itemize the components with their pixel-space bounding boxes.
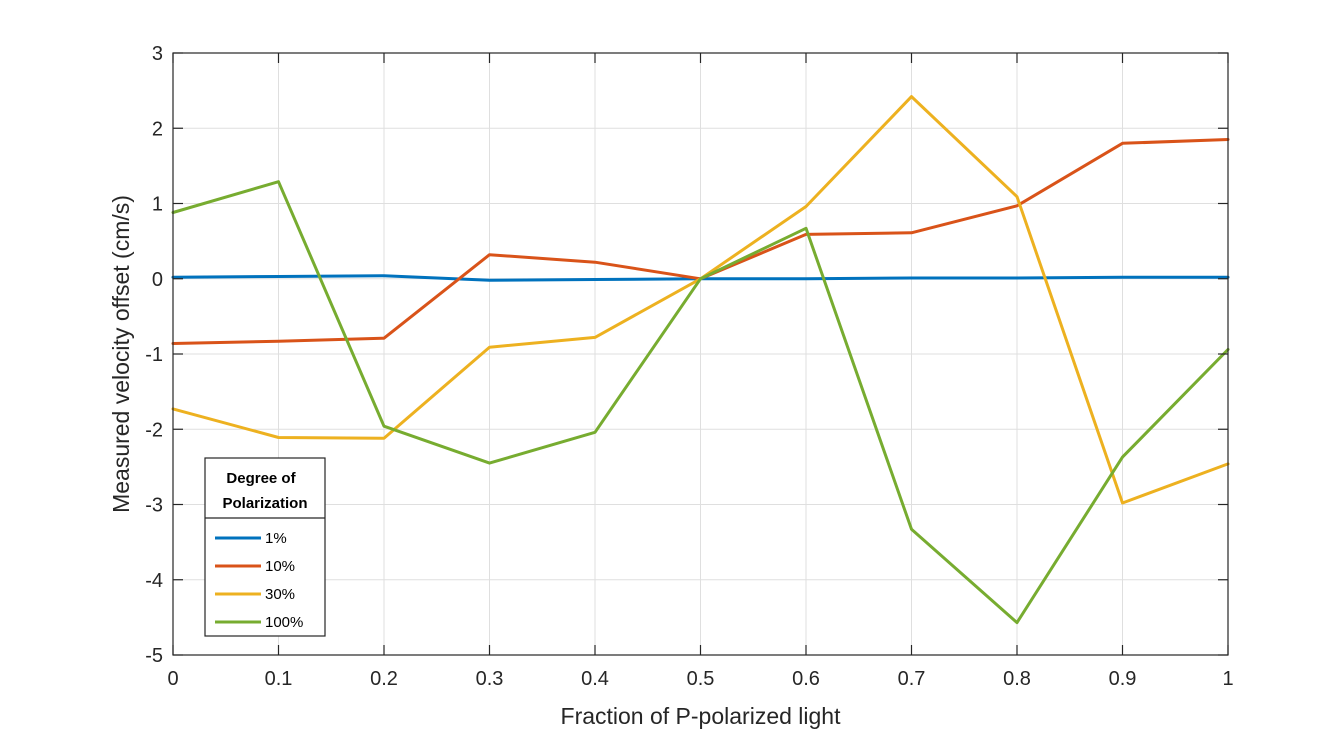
y-tick-label: 3: [152, 43, 163, 65]
y-tick-label: -2: [145, 419, 163, 441]
y-tick-label: 1: [152, 194, 163, 216]
x-tick-label: 0.7: [898, 668, 926, 690]
x-tick-label: 0.1: [265, 668, 293, 690]
legend-label-2: 30%: [265, 586, 295, 603]
legend-label-3: 100%: [265, 614, 303, 631]
legend-label-1: 10%: [265, 558, 295, 575]
legend-title-line-2: Polarization: [222, 495, 307, 512]
y-tick-label: 0: [152, 269, 163, 291]
x-tick-label: 0: [167, 668, 178, 690]
y-tick-label: -5: [145, 645, 163, 667]
axis-ticks: 0 0.1 0.2 0.3 0.4 0.5 0.6 0.7 0.8 0.9 1 -5 -4 -3 -2 -1 0…: [145, 43, 1233, 690]
legend-box: [204, 457, 326, 637]
series-line-3: [171, 180, 1230, 625]
x-axis-label: Fraction of P-polarized light: [561, 703, 842, 729]
y-tick-label: -3: [145, 495, 163, 517]
legend: Degree of Polarization 1% 10% 30% 100%: [204, 457, 326, 637]
y-tick-label: 2: [152, 118, 163, 140]
x-tick-label: 0.3: [476, 668, 504, 690]
x-tick-label: 0.2: [370, 668, 398, 690]
x-tick-label: 0.9: [1109, 668, 1137, 690]
y-tick-label: -4: [145, 570, 163, 592]
legend-title-line-1: Degree of: [226, 470, 296, 487]
legend-items: 1% 10% 30% 100%: [215, 530, 303, 631]
x-tick-label: 1: [1222, 668, 1233, 690]
x-tick-label: 0.8: [1003, 668, 1031, 690]
legend-label-0: 1%: [265, 530, 287, 547]
x-tick-label: 0.6: [792, 668, 820, 690]
y-tick-label: -1: [145, 344, 163, 366]
x-tick-label: 0.4: [581, 668, 609, 690]
x-tick-label: 0.5: [687, 668, 715, 690]
series-lines: [171, 95, 1230, 625]
y-axis-label: Measured velocity offset (cm/s): [108, 195, 134, 513]
